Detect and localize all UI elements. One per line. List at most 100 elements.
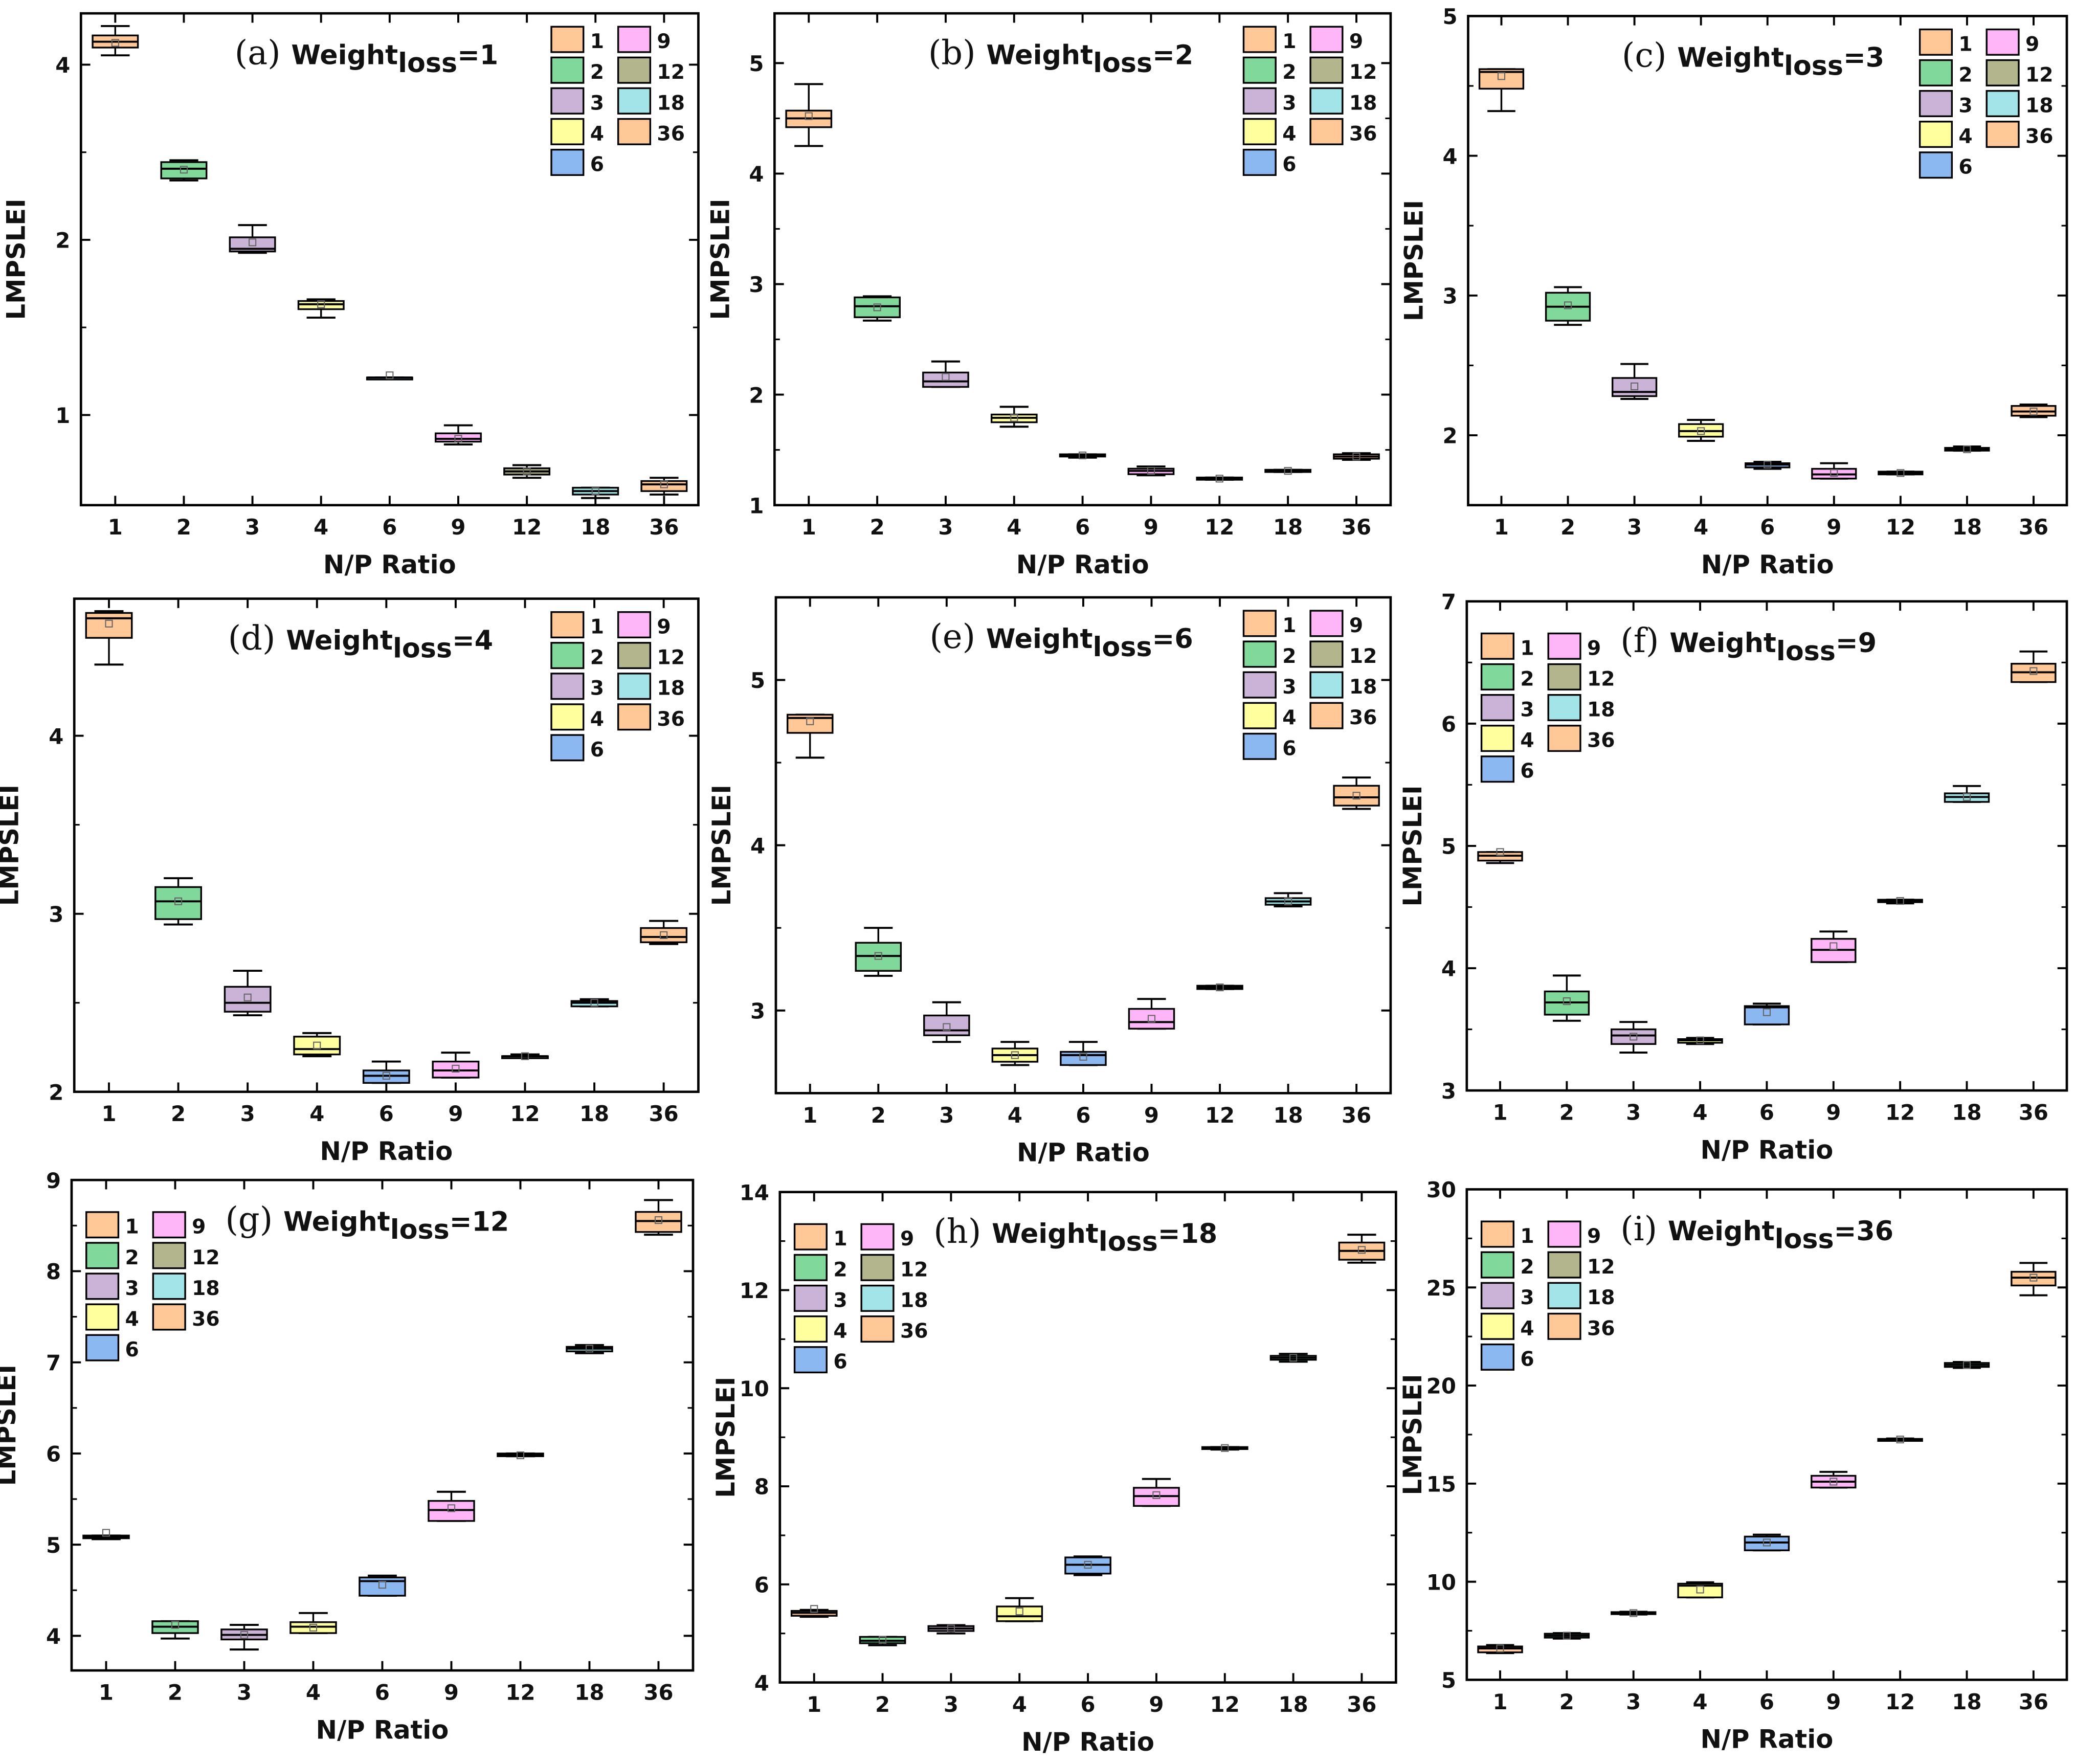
- y-tick-label: 15: [1426, 1471, 1456, 1497]
- box-36: [1338, 1234, 1386, 1264]
- legend-label: 1: [590, 30, 604, 53]
- box-iqr: [923, 1014, 970, 1036]
- legend-swatch: [152, 1272, 186, 1300]
- x-tick-label: 1: [802, 1103, 817, 1128]
- mean-marker: [1763, 1538, 1771, 1547]
- legend-label: 3: [1520, 699, 1534, 722]
- legend-swatch: [550, 26, 585, 53]
- x-axis-label: N/P Ratio: [323, 550, 456, 579]
- legend-swatch: [1547, 1251, 1581, 1279]
- y-tick-label: 2: [1442, 423, 1457, 449]
- x-tick-label: 18: [1952, 1689, 1981, 1714]
- legend-swatch: [617, 673, 652, 700]
- y-tick-label: 10: [740, 1376, 769, 1401]
- legend-label: 4: [590, 122, 604, 145]
- y-tick-label: 4: [55, 53, 70, 78]
- mean-marker: [1962, 1361, 1971, 1369]
- legend-swatch: [860, 1284, 895, 1312]
- legend-label: 2: [125, 1246, 139, 1269]
- x-tick-label: 36: [1347, 1692, 1376, 1717]
- legend-swatch: [1480, 1282, 1514, 1309]
- box-iqr: [640, 480, 688, 492]
- legend-label: 18: [2025, 94, 2054, 117]
- legend-swatch: [1309, 87, 1344, 115]
- y-axis-label: LMPSLEI: [1399, 200, 1429, 321]
- x-tick-label: 1: [1492, 1689, 1507, 1714]
- legend-label: 12: [900, 1258, 928, 1281]
- legend-label: 6: [590, 153, 604, 176]
- legend-swatch: [85, 1242, 120, 1269]
- mean-marker: [585, 1345, 594, 1353]
- legend-label: 4: [1282, 122, 1296, 145]
- box-3: [1611, 363, 1658, 400]
- x-axis-label: N/P Ratio: [316, 1715, 449, 1745]
- box-12: [1196, 983, 1243, 992]
- legend-label: 18: [1349, 92, 1377, 115]
- legend-label: 6: [1520, 1348, 1534, 1371]
- legend-label: 4: [1958, 125, 1972, 148]
- y-tick-label: 25: [1426, 1276, 1456, 1301]
- box-2: [154, 877, 203, 926]
- legend-swatch: [1986, 28, 2020, 56]
- x-tick-label: 1: [1494, 515, 1509, 540]
- x-tick-label: 2: [875, 1692, 890, 1717]
- legend-swatch: [152, 1242, 186, 1269]
- box-6: [359, 1574, 406, 1597]
- box-4: [293, 1032, 341, 1058]
- box-9: [1133, 1478, 1180, 1507]
- y-tick-label: 4: [1441, 956, 1456, 981]
- panel-title: (g) Weightloss=12: [225, 1200, 509, 1245]
- y-tick-label: 12: [740, 1278, 769, 1303]
- box-iqr: [1611, 377, 1658, 397]
- mean-marker: [111, 39, 119, 47]
- y-tick-label: 2: [55, 228, 70, 253]
- y-axis-label: LMPSLEI: [0, 1365, 21, 1486]
- x-tick-label: 4: [1693, 515, 1708, 540]
- box-6: [1745, 460, 1791, 470]
- title-subscript: loss: [398, 48, 457, 79]
- legend-label: 4: [125, 1308, 139, 1331]
- mean-marker: [1830, 942, 1838, 950]
- box-9: [1811, 930, 1857, 964]
- y-axis-label: LMPSLEI: [707, 785, 737, 906]
- legend-swatch: [550, 87, 585, 115]
- x-tick-label: 1: [101, 1101, 116, 1126]
- x-tick-label: 3: [245, 515, 260, 540]
- x-tick-label: 1: [807, 1692, 821, 1717]
- mean-marker: [878, 1636, 887, 1644]
- plot-frame: [774, 596, 1392, 1095]
- box-4: [297, 298, 345, 319]
- panel-letter: (i): [1620, 1210, 1668, 1248]
- mean-marker: [174, 897, 183, 905]
- x-tick-label: 36: [2019, 1100, 2048, 1125]
- mean-marker: [654, 1216, 663, 1224]
- box-iqr: [1128, 1008, 1175, 1030]
- legend-swatch: [550, 673, 585, 700]
- mean-marker: [1084, 1560, 1092, 1569]
- x-tick-label: 18: [1273, 515, 1303, 540]
- mean-marker: [806, 717, 814, 725]
- mean-marker: [1496, 848, 1504, 856]
- x-tick-label: 36: [1342, 515, 1371, 540]
- legend-swatch: [550, 611, 585, 639]
- box-iqr: [1611, 1028, 1657, 1045]
- legend-label: 2: [1520, 1256, 1534, 1279]
- y-axis-label: LMPSLEI: [0, 785, 24, 906]
- mean-marker: [1352, 792, 1360, 800]
- x-tick-label: 4: [1693, 1689, 1708, 1714]
- box-4: [1678, 419, 1724, 442]
- mean-marker: [1830, 1478, 1838, 1486]
- mean-marker: [2029, 667, 2038, 675]
- box-iqr: [160, 161, 208, 180]
- box-4: [991, 1041, 1039, 1066]
- legend-label: 2: [1282, 61, 1296, 84]
- legend-swatch: [85, 1334, 120, 1361]
- box-2: [151, 1620, 199, 1640]
- mean-marker: [1284, 897, 1292, 906]
- legend-label: 9: [900, 1227, 914, 1251]
- legend-swatch: [1242, 118, 1277, 145]
- x-tick-label: 9: [444, 1680, 459, 1705]
